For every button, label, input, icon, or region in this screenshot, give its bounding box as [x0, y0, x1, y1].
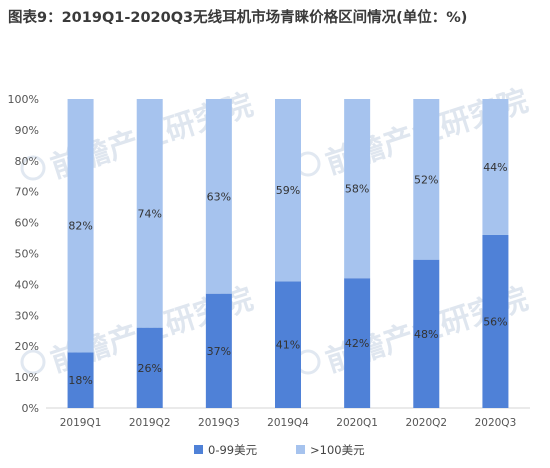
legend-label: >100美元	[310, 443, 365, 457]
legend-label: 0-99美元	[208, 443, 258, 457]
data-label: 59%	[276, 184, 300, 197]
x-tick-label: 2019Q4	[267, 417, 309, 429]
y-tick-label: 90%	[15, 124, 39, 137]
bar-segment-low	[136, 327, 163, 408]
x-tick-label: 2020Q3	[475, 417, 517, 429]
bar-segment-low	[482, 234, 509, 408]
x-tick-label: 2020Q2	[405, 417, 447, 429]
legend-swatch	[296, 445, 305, 454]
y-tick-label: 100%	[8, 93, 39, 106]
data-label: 58%	[345, 183, 369, 196]
bar-segment-high	[275, 99, 301, 282]
data-label: 41%	[276, 339, 300, 352]
data-label: 26%	[137, 362, 161, 375]
bar-segment-high	[413, 99, 440, 260]
y-tick-label: 80%	[15, 155, 39, 168]
bar-segment-high	[136, 99, 163, 328]
y-tick-label: 40%	[15, 278, 39, 291]
bar-segment-high	[205, 99, 232, 294]
bar-segment-low	[67, 352, 94, 408]
data-label: 18%	[68, 374, 92, 387]
legend: 0-99美元 >100美元	[194, 443, 365, 457]
bar-segment-high	[67, 99, 94, 353]
watermark-logo-icon	[20, 155, 46, 181]
data-label: 52%	[414, 173, 438, 186]
data-label: 44%	[483, 161, 507, 174]
y-tick-label: 70%	[15, 186, 39, 199]
x-axis-ticks: 2019Q1 2019Q2 2019Q3 2019Q4 2020Q1 2020Q2 2020…	[60, 417, 517, 429]
y-tick-label: 20%	[15, 340, 39, 353]
x-tick-label: 2019Q2	[129, 417, 171, 429]
data-label: 63%	[207, 190, 231, 203]
bar-segment-low	[275, 281, 301, 408]
x-tick-label: 2019Q1	[60, 417, 102, 429]
bar-segment-low	[344, 278, 371, 408]
bar-segment-low	[205, 293, 232, 408]
y-tick-label: 0%	[22, 402, 39, 415]
data-label: 56%	[483, 315, 507, 328]
watermark-logo-icon	[20, 349, 46, 375]
x-tick-label: 2019Q3	[198, 417, 240, 429]
data-label: 48%	[414, 328, 438, 341]
y-tick-label: 50%	[15, 248, 39, 261]
legend-swatch	[194, 445, 203, 454]
y-tick-label: 30%	[15, 309, 39, 322]
x-tick-label: 2020Q1	[336, 417, 378, 429]
y-tick-label: 60%	[15, 217, 39, 230]
data-label: 42%	[345, 337, 369, 350]
bar-segment-low	[413, 259, 440, 408]
y-tick-label: 10%	[15, 371, 39, 384]
data-label: 74%	[137, 207, 161, 220]
bar-segment-high	[344, 99, 371, 279]
data-label: 82%	[68, 220, 92, 233]
bars: 18% 82% 26% 74% 37% 63% 41% 59% 42% 58% 48% 52% 56% 4…	[67, 99, 509, 408]
bar-segment-high	[482, 99, 509, 235]
data-label: 37%	[207, 345, 231, 358]
y-axis-ticks: 0% 10% 20% 30% 40% 50% 60% 70% 80% 90% 100%	[8, 93, 39, 415]
chart-title: 图表9：2019Q1-2020Q3无线耳机市场青睐价格区间情况(单位：%)	[8, 10, 468, 26]
